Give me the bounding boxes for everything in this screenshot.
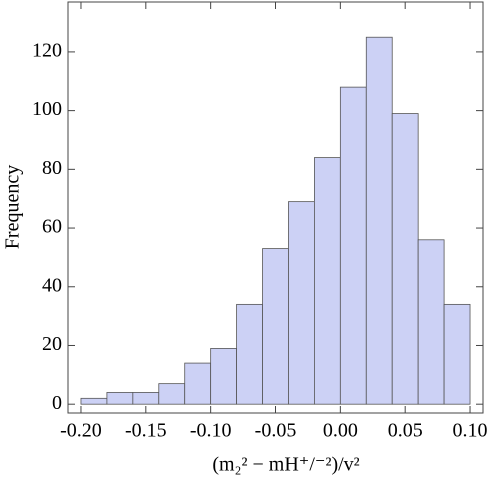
bar xyxy=(210,348,237,405)
bar xyxy=(106,392,134,405)
bar xyxy=(184,362,212,405)
bar xyxy=(80,397,108,405)
y-tick-label: 80 xyxy=(42,157,62,179)
bar xyxy=(288,201,315,405)
bar xyxy=(391,113,419,405)
y-tick-label: 60 xyxy=(42,216,62,238)
x-tick-label: 0.10 xyxy=(453,420,488,442)
bar xyxy=(262,248,289,405)
x-tick-label: -0.10 xyxy=(190,420,232,442)
bar xyxy=(158,383,186,405)
y-axis-label: Frequency xyxy=(2,165,24,249)
bar xyxy=(314,157,341,405)
y-tick-label: 20 xyxy=(42,333,62,355)
y-tick-label: 40 xyxy=(42,274,62,296)
bar xyxy=(339,86,367,405)
y-tick-label: 120 xyxy=(32,40,62,62)
bar xyxy=(417,239,445,405)
x-tick-label: 0.00 xyxy=(323,420,358,442)
x-tick-label: 0.05 xyxy=(388,420,423,442)
x-tick-label: -0.05 xyxy=(255,420,297,442)
bar xyxy=(236,303,263,405)
bar xyxy=(443,303,471,405)
x-axis-label: (m₂² − mH⁺/⁻²)/v² xyxy=(212,454,359,476)
bar xyxy=(132,392,160,405)
x-tick-label: -0.15 xyxy=(125,420,167,442)
y-tick-label: 100 xyxy=(32,98,62,120)
y-tick-label: 0 xyxy=(52,392,62,414)
bar xyxy=(365,36,393,405)
x-tick-label: -0.20 xyxy=(60,420,102,442)
